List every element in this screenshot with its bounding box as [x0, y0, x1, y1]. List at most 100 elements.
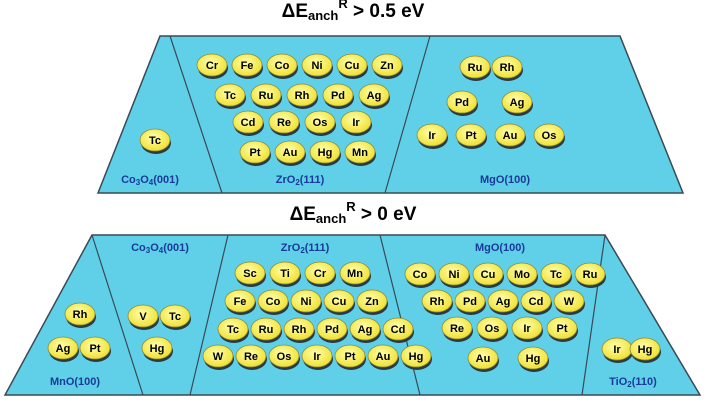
- chip: [322, 83, 354, 107]
- element-label: Ru: [259, 324, 274, 336]
- element-chip: Re: [441, 316, 473, 342]
- element-chip: Mo: [506, 262, 538, 288]
- element-label: Cu: [481, 269, 496, 281]
- element-chip: Pt: [455, 123, 487, 149]
- panel-bottom: [3, 234, 702, 396]
- title-rest: > 0.5 eV: [348, 1, 425, 22]
- element-chip: Mn: [339, 261, 371, 287]
- element-label: Hg: [409, 351, 424, 363]
- label-part: (111): [300, 174, 325, 186]
- chip: [546, 316, 578, 340]
- element-label: Tc: [149, 135, 161, 147]
- element-chip: Au: [367, 344, 399, 370]
- chip: [290, 289, 322, 313]
- element-chip: Rh: [286, 83, 318, 109]
- element-label: Mn: [347, 268, 363, 280]
- element-label: Tc: [169, 311, 181, 323]
- element-chip: Tc: [540, 262, 572, 288]
- divider: [91, 234, 144, 396]
- label-part: (001): [153, 174, 179, 186]
- chip: [421, 289, 453, 313]
- chip: [235, 344, 267, 368]
- label-part: (001): [163, 242, 189, 254]
- element-label: Ru: [468, 62, 483, 74]
- label-sub: 2: [627, 380, 632, 389]
- panel-title: ΔEanchR > 0 eV: [290, 199, 417, 226]
- element-label: Re: [450, 323, 464, 335]
- chip: [533, 123, 565, 147]
- element-chip: Sc: [234, 261, 266, 287]
- chip: [202, 344, 234, 368]
- title-rest: > 0 eV: [356, 204, 417, 225]
- element-chip: Co: [404, 262, 436, 288]
- element-label: Ni: [301, 296, 312, 308]
- chip: [339, 261, 371, 285]
- element-chip: W: [202, 344, 234, 370]
- element-label: Au: [503, 130, 518, 142]
- element-chip: Re: [235, 344, 267, 370]
- element-chip: Cd: [232, 110, 264, 136]
- element-chip: Cu: [323, 289, 355, 315]
- element-chip: Ru: [250, 83, 282, 109]
- label-part: TiO: [609, 376, 628, 388]
- chip: [517, 346, 549, 370]
- region-label: ZrO2(111): [281, 242, 330, 255]
- element-chip: Os: [268, 344, 300, 370]
- divider: [384, 35, 431, 194]
- element-chip: Ag: [487, 289, 519, 315]
- element-label: Pd: [325, 324, 339, 336]
- chip: [274, 140, 306, 164]
- element-chip: Ir: [601, 337, 633, 363]
- chip: [487, 289, 519, 313]
- element-chip: Cu: [336, 53, 368, 79]
- chip: [269, 261, 301, 285]
- chip: [491, 55, 523, 79]
- chip: [232, 110, 264, 134]
- label-part: MgO(100): [475, 242, 525, 254]
- title-sub: anch: [316, 211, 346, 226]
- panel-title: ΔEanchR > 0.5 eV: [282, 0, 425, 23]
- chip: [454, 289, 486, 313]
- element-chip: Ru: [459, 55, 491, 81]
- chip: [371, 53, 403, 77]
- title-base: ΔE: [282, 1, 308, 22]
- chip: [139, 128, 171, 152]
- element-label: Ir: [352, 117, 360, 129]
- element-label: Re: [277, 117, 291, 129]
- chip: [356, 289, 388, 313]
- chip: [400, 344, 432, 368]
- element-chip: Pd: [322, 83, 354, 109]
- element-chip: Ag: [501, 90, 533, 116]
- element-chip: Hg: [400, 344, 432, 370]
- chip: [268, 344, 300, 368]
- element-label: Co: [266, 296, 281, 308]
- label-part: MnO(100): [50, 376, 100, 388]
- element-label: Ir: [313, 351, 321, 363]
- chip: [574, 262, 606, 286]
- element-chip: Mn: [344, 140, 376, 166]
- element-label: Cr: [206, 60, 219, 72]
- element-chip: Hg: [141, 336, 173, 362]
- element-chip: Tc: [159, 304, 191, 330]
- region-label: MgO(100): [480, 174, 530, 186]
- element-chip: Tc: [217, 317, 249, 343]
- element-chip: Pt: [79, 336, 111, 362]
- chip: [540, 262, 572, 286]
- element-chip: Fe: [224, 289, 256, 315]
- label-part: O: [140, 174, 149, 186]
- title-sup: R: [338, 0, 348, 11]
- chip: [511, 316, 543, 340]
- element-label: Pt: [250, 147, 261, 159]
- element-label: Fe: [234, 296, 247, 308]
- element-label: Os: [485, 323, 500, 335]
- chip: [234, 261, 266, 285]
- chip: [250, 317, 282, 341]
- element-chip: Ag: [47, 336, 79, 362]
- element-chip: Ir: [511, 316, 543, 342]
- element-chip: Os: [533, 123, 565, 149]
- chip: [301, 53, 333, 77]
- element-label: Pd: [463, 296, 477, 308]
- chip: [416, 123, 448, 147]
- element-label: V: [139, 311, 147, 323]
- element-label: Ag: [56, 343, 71, 355]
